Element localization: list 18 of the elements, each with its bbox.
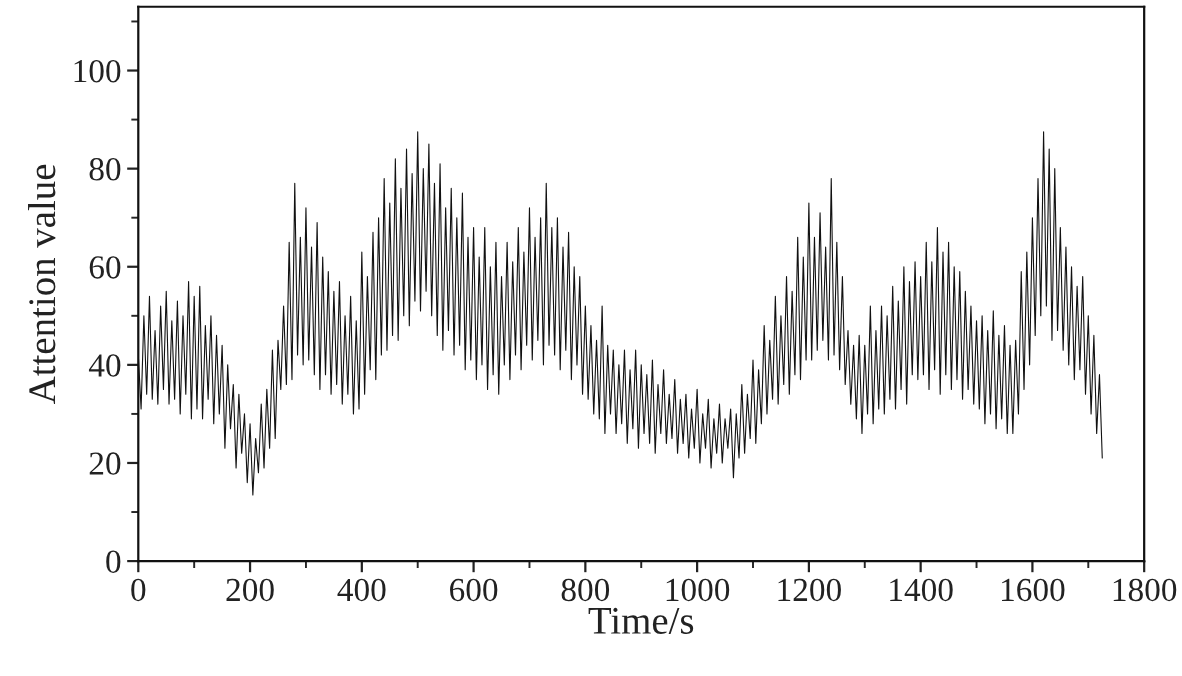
x-tick-label: 400	[337, 578, 386, 602]
y-tick-label: 100	[74, 59, 121, 83]
y-tick-label: 40	[88, 354, 121, 377]
y-axis-title: Attention value	[28, 164, 56, 404]
x-tick-label: 200	[226, 578, 274, 602]
y-tick-label: 0	[106, 550, 121, 573]
x-tick-label: 1800	[1113, 578, 1177, 602]
x-tick-label: 800	[561, 578, 610, 602]
x-tick-label: 1600	[1002, 578, 1065, 602]
y-tick-label: 60	[89, 256, 121, 279]
x-tick-label: 1400	[890, 578, 953, 602]
x-tick-label: 1000	[666, 578, 730, 602]
x-axis-title: Time/s	[588, 607, 694, 634]
y-tick-label: 20	[89, 452, 121, 475]
x-tick-label: 600	[450, 578, 498, 602]
x-tick-label: 0	[131, 578, 146, 602]
x-tick-label: 1200	[778, 578, 841, 602]
y-tick-label: 80	[89, 158, 121, 181]
